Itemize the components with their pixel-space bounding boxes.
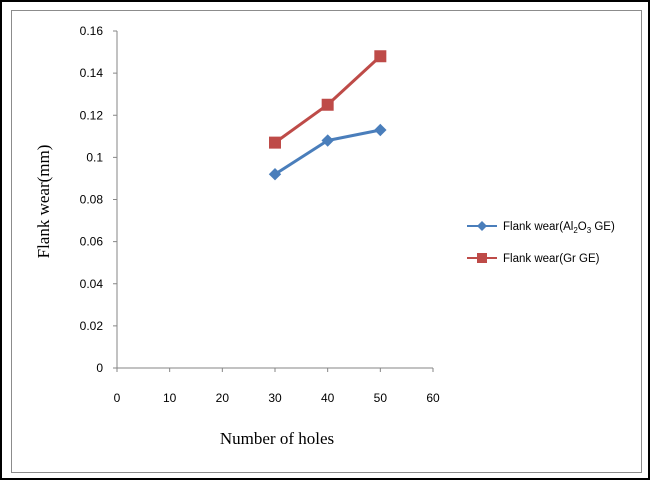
legend-label-al2o3-main: Flank wear(Al xyxy=(503,221,573,233)
legend-marker-gr xyxy=(477,253,487,263)
legend: Flank wear(Al2O3 GE) Flank wear(Gr GE) xyxy=(467,221,615,265)
legend-label-al2o3-sub1: 2 xyxy=(573,226,578,235)
series-al2o3 xyxy=(268,123,387,181)
y-axis-ticks: 0 0.02 0.04 0.06 0.08 0.1 0.12 0.14 0.16 xyxy=(80,24,117,375)
y-tick-label: 0.14 xyxy=(80,66,104,80)
legend-item-al2o3: Flank wear(Al2O3 GE) xyxy=(467,221,615,235)
data-point xyxy=(321,98,334,111)
y-tick-label: 0.1 xyxy=(86,150,103,164)
legend-label-al2o3-sub2: 3 xyxy=(587,226,592,235)
x-tick-label: 20 xyxy=(216,391,230,405)
x-tick-label: 0 xyxy=(114,391,121,405)
y-tick-label: 0.08 xyxy=(80,193,104,207)
data-point xyxy=(269,136,281,149)
y-tick-label: 0 xyxy=(96,361,103,375)
series-gr xyxy=(269,50,387,149)
legend-item-gr: Flank wear(Gr GE) xyxy=(467,253,600,265)
y-axis-title: Flank wear(mm) xyxy=(34,145,53,259)
data-point xyxy=(374,123,387,137)
x-axis-title: Number of holes xyxy=(220,429,334,448)
legend-label-gr: Flank wear(Gr GE) xyxy=(503,253,600,265)
x-tick-label: 50 xyxy=(374,391,388,405)
y-tick-label: 0.12 xyxy=(80,108,104,122)
x-tick-label: 10 xyxy=(163,391,177,405)
data-point xyxy=(268,168,282,181)
y-tick-label: 0.04 xyxy=(80,277,104,291)
x-tick-label: 40 xyxy=(321,391,335,405)
legend-label-al2o3-end: GE) xyxy=(591,221,615,233)
axes xyxy=(116,31,433,369)
x-tick-label: 60 xyxy=(426,391,440,405)
data-point xyxy=(321,134,334,147)
legend-label-al2o3: Flank wear(Al2O3 GE) xyxy=(503,221,615,235)
series-layer xyxy=(268,50,387,181)
chart-area-border xyxy=(11,10,642,473)
legend-marker-al2o3 xyxy=(477,221,487,231)
y-tick-label: 0.16 xyxy=(80,24,104,38)
x-axis-ticks: 0 10 20 30 40 50 60 xyxy=(114,368,440,405)
x-tick-label: 30 xyxy=(268,391,282,405)
data-point xyxy=(374,50,387,63)
legend-label-al2o3-mid: O xyxy=(578,221,587,233)
y-tick-label: 0.06 xyxy=(80,235,104,249)
y-tick-label: 0.02 xyxy=(80,319,104,333)
